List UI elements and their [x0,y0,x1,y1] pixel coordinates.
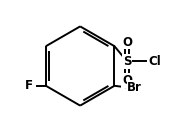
Text: Cl: Cl [148,55,161,68]
Text: F: F [25,79,33,92]
Text: O: O [122,74,132,87]
Text: Br: Br [127,81,142,94]
Text: O: O [122,36,132,49]
Text: S: S [123,55,131,68]
